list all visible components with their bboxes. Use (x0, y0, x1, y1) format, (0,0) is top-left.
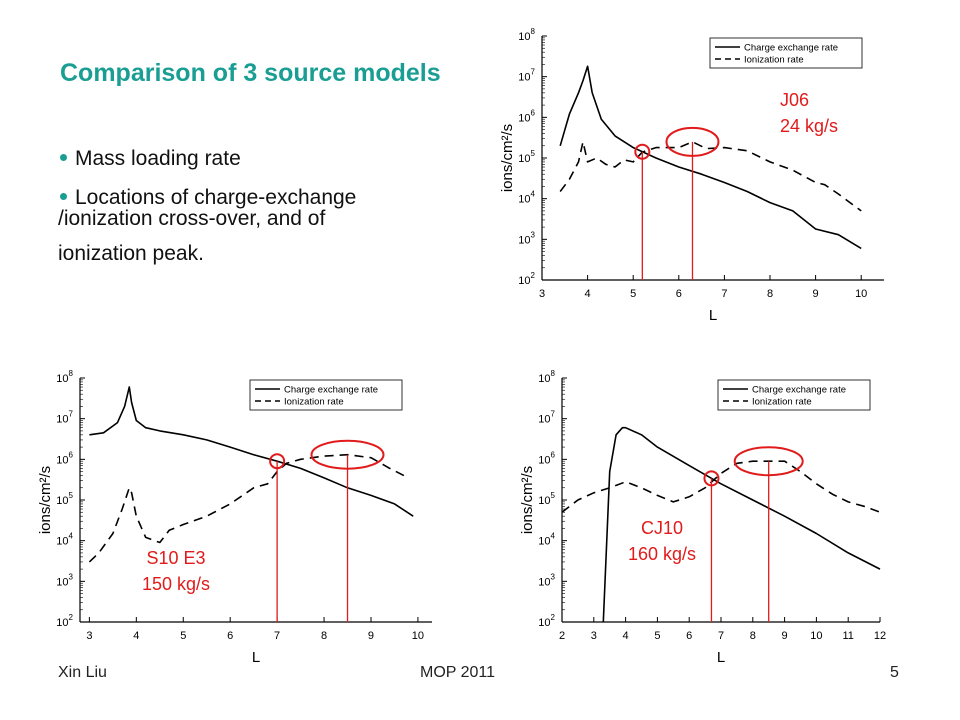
charge-exchange-line (89, 386, 414, 517)
peak-marker (733, 446, 804, 477)
model-annotation-label: CJ10 (641, 518, 683, 538)
model-annotation-label: 24 kg/s (780, 116, 838, 136)
ionization-rate-line (88, 453, 409, 563)
bullet-continuation-line: /ionization cross-over, and of (58, 207, 326, 230)
y-tick-label: 103 (538, 572, 555, 588)
y-tick-label: 102 (56, 613, 73, 629)
chart-j06: 102 103 104 105 106 107 108 3 4 5 6 7 8 9 10 Lions/cm²/… (499, 27, 884, 324)
x-tick-label: 11 (842, 630, 853, 642)
y-tick-label: 102 (518, 271, 535, 287)
x-tick-label: 6 (686, 630, 692, 642)
bullet-dot-icon (60, 192, 67, 200)
bullet-text: Mass loading rate (75, 147, 241, 170)
x-tick-label: 8 (767, 288, 773, 300)
bullet-continuation-line: ionization peak. (58, 241, 204, 265)
legend-box (709, 37, 863, 69)
y-tick-label: 106 (538, 450, 555, 466)
x-tick-label: 10 (855, 288, 867, 300)
y-tick-label: 105 (518, 149, 535, 165)
footer-author: Xin Liu (58, 664, 107, 681)
x-tick-label: 5 (630, 288, 636, 300)
x-tick-label: 4 (623, 630, 629, 642)
footer-conference: MOP 2011 (420, 664, 496, 681)
slide-title: Comparison of 3 source models (60, 59, 441, 87)
x-tick-label: 7 (718, 630, 724, 642)
chart-cj10: 102 103 104 105 106 107 108 2 3 4 5 6 7 8 9 10 11 12 Lions… (519, 369, 886, 666)
y-tick-label: 107 (538, 410, 555, 426)
y-tick-label: 103 (56, 572, 73, 588)
y-axis-label: ions/cm²/s (37, 466, 54, 534)
peak-marker (310, 439, 385, 470)
y-tick-label: 106 (518, 108, 535, 124)
x-tick-label: 4 (133, 630, 139, 642)
y-tick-label: 108 (518, 27, 535, 43)
x-tick-label: 9 (813, 288, 819, 300)
ionization-rate-line (561, 460, 881, 513)
x-tick-label: 7 (274, 630, 280, 642)
bullet-dot-icon (60, 153, 67, 161)
model-annotation-label: 160 kg/s (628, 544, 696, 564)
ionization-rate-line (559, 141, 862, 212)
legend-label: Ionization rate (744, 55, 804, 66)
bullet-text: Locations of charge-exchange (75, 186, 357, 209)
x-axis-label: L (252, 649, 260, 666)
x-tick-label: 8 (750, 630, 756, 642)
y-axis-label: ions/cm²/s (499, 124, 516, 192)
y-tick-label: 108 (538, 369, 555, 385)
x-axis-label: L (717, 649, 725, 666)
y-tick-label: 107 (56, 410, 73, 426)
charge-exchange-line (602, 426, 881, 623)
legend-label: Charge exchange rate (744, 43, 838, 54)
x-tick-label: 3 (539, 288, 545, 300)
x-tick-label: 5 (180, 630, 186, 642)
peak-marker (665, 126, 720, 157)
legend-label: Ionization rate (752, 397, 812, 408)
y-tick-label: 105 (538, 491, 555, 507)
x-tick-label: 10 (810, 630, 822, 642)
legend-label: Charge exchange rate (284, 385, 378, 396)
model-annotation-label: S10 E3 (146, 548, 205, 568)
y-tick-label: 103 (518, 230, 535, 246)
chart-s10-e3: 102 103 104 105 106 107 108 3 4 5 6 7 8 9 10 Lions/cm²/… (37, 369, 432, 666)
x-tick-label: 5 (654, 630, 660, 642)
x-tick-label: 10 (412, 630, 424, 642)
x-tick-label: 2 (559, 630, 565, 642)
legend-label: Ionization rate (284, 397, 344, 408)
bullet-item: Mass loading rate (58, 148, 458, 169)
x-tick-label: 6 (227, 630, 233, 642)
y-tick-label: 107 (518, 68, 535, 84)
x-tick-label: 9 (782, 630, 788, 642)
y-tick-label: 105 (56, 491, 73, 507)
y-tick-label: 102 (538, 613, 555, 629)
y-tick-label: 104 (56, 532, 73, 548)
x-tick-label: 7 (721, 288, 727, 300)
y-tick-label: 106 (56, 450, 73, 466)
x-tick-label: 6 (676, 288, 682, 300)
footer-page-number: 5 (890, 664, 899, 681)
model-annotation-label: 150 kg/s (142, 574, 210, 594)
y-tick-label: 104 (538, 532, 555, 548)
bullet-item: Locations of charge-exchange /ionization… (58, 187, 458, 271)
bullet-list: Mass loading rate Locations of charge-ex… (58, 148, 458, 289)
x-tick-label: 3 (86, 630, 92, 642)
x-tick-label: 3 (591, 630, 597, 642)
charge-exchange-line (559, 65, 862, 250)
crossover-marker (703, 470, 720, 487)
x-axis-label: L (709, 307, 717, 324)
crossover-marker (634, 143, 651, 160)
x-tick-label: 12 (874, 630, 886, 642)
legend-box (717, 379, 871, 411)
y-tick-label: 108 (56, 369, 73, 385)
crossover-marker (269, 453, 286, 470)
bullet-continuation: /ionization cross-over, and of ionizatio… (58, 202, 458, 271)
x-tick-label: 9 (368, 630, 374, 642)
model-annotation-label: J06 (780, 90, 809, 110)
x-tick-label: 8 (321, 630, 327, 642)
y-tick-label: 104 (518, 190, 535, 206)
x-tick-label: 4 (585, 288, 591, 300)
legend-box (249, 379, 403, 411)
legend-label: Charge exchange rate (752, 385, 846, 396)
y-axis-label: ions/cm²/s (519, 466, 536, 534)
